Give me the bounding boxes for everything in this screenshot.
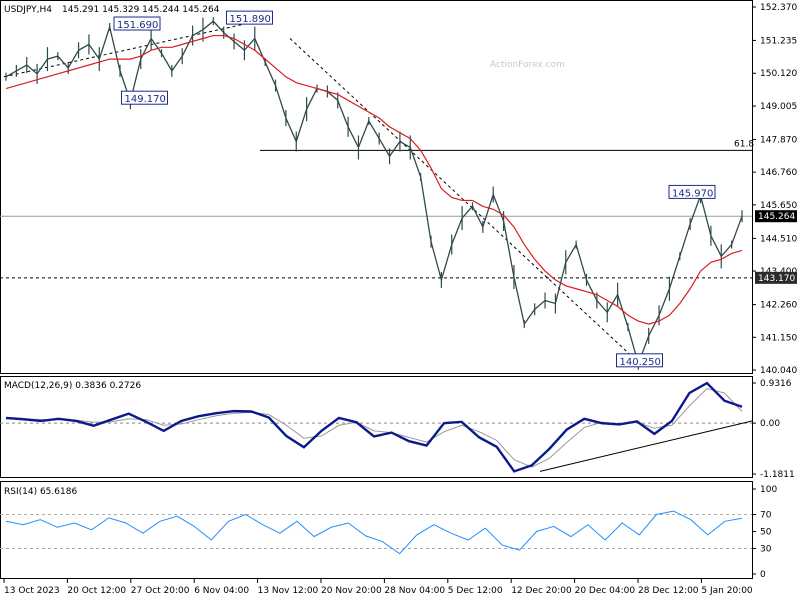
x-tick-label: 28 Nov 04:00 <box>384 586 445 596</box>
price-tag-box <box>755 271 797 284</box>
macd-line <box>5 381 743 473</box>
rsi-panel <box>0 481 753 579</box>
price-annotation: 140.250 <box>620 357 661 368</box>
price-tick-label: 141.150 <box>760 333 797 343</box>
price-tick-label: 144.510 <box>760 234 797 244</box>
rsi-tick-label: 0 <box>760 570 766 580</box>
rsi-tick-label: 50 <box>760 528 772 538</box>
price-tick-label: 146.760 <box>760 168 797 178</box>
price-tick-label: 152.370 <box>760 3 797 13</box>
price-annotation: 145.970 <box>672 188 713 199</box>
price-tick-label: 151.235 <box>760 36 797 46</box>
price-tag: 145.264 <box>758 212 795 222</box>
price-annotation-box <box>121 90 168 105</box>
rsi-tick-label: 70 <box>760 511 772 521</box>
price-annotation-box <box>226 10 273 25</box>
price-annotation: 151.890 <box>230 14 271 25</box>
x-tick-label: 28 Dec 12:00 <box>638 586 699 596</box>
macd-tick-label: 0.00 <box>760 419 780 429</box>
rsi-line <box>5 510 743 555</box>
price-panel <box>0 0 753 374</box>
symbol-label: USDJPY,H4 <box>4 5 52 15</box>
macd-tick-label: -1.1811 <box>760 470 795 480</box>
price-tick-label: 150.120 <box>760 69 797 79</box>
price-tick-label: 147.870 <box>760 135 797 145</box>
rsi-tick-label: 30 <box>760 545 772 555</box>
macd-tick-label: 0.9316 <box>760 379 792 389</box>
x-tick-label: 12 Dec 20:00 <box>511 586 572 596</box>
macd-panel <box>0 376 753 478</box>
moving-average-line <box>5 34 743 325</box>
down-trendline <box>289 38 641 365</box>
macd-title: MACD(12,26,9) 0.3836 0.2726 <box>4 381 141 391</box>
price-annotation: 149.170 <box>125 94 166 105</box>
macd-trendline <box>539 420 753 472</box>
x-tick-label: 20 Nov 20:00 <box>321 586 382 596</box>
price-annotation: 151.690 <box>117 20 158 31</box>
x-tick-label: 27 Oct 20:00 <box>131 586 190 596</box>
x-tick-label: 5 Jan 20:00 <box>701 586 753 596</box>
upper-trendline <box>3 20 259 78</box>
fib-label: 61.8 <box>734 139 754 149</box>
ohlc-values: 145.291 145.329 145.244 145.264 <box>62 5 220 15</box>
x-tick-label: 13 Nov 12:00 <box>258 586 319 596</box>
price-annotation-box <box>113 16 161 31</box>
price-annotation-box <box>616 353 663 368</box>
x-tick-label: 13 Oct 2023 <box>4 586 60 596</box>
price-annotation-box <box>668 184 716 199</box>
price-tick-label: 149.005 <box>760 102 797 112</box>
rsi-tick-label: 100 <box>760 485 777 495</box>
x-tick-label: 20 Oct 12:00 <box>67 586 126 596</box>
watermark: ActionForex.com <box>490 60 565 70</box>
x-tick-label: 5 Dec 12:00 <box>448 586 503 596</box>
price-tick-label: 140.040 <box>760 366 797 376</box>
price-tick-label: 142.260 <box>760 301 797 311</box>
price-tag-box <box>755 210 797 223</box>
price-tick-label: 145.650 <box>760 201 797 211</box>
x-tick-label: 20 Dec 04:00 <box>575 586 636 596</box>
rsi-title: RSI(14) 65.6186 <box>4 487 77 497</box>
price-tag: 143.170 <box>758 274 795 284</box>
x-tick-label: 6 Nov 04:00 <box>194 586 249 596</box>
